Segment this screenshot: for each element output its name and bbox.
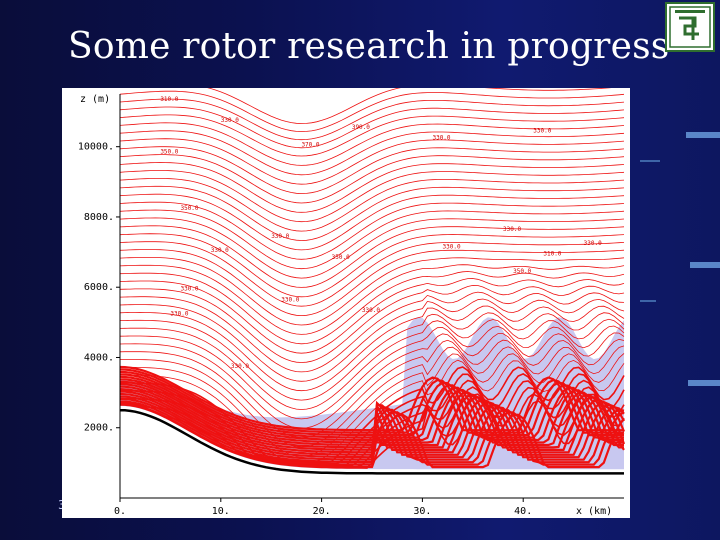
dense-contour-line [119, 370, 624, 437]
contour-label: 370.0 [301, 142, 319, 149]
x-tick-label: 20. [313, 506, 331, 517]
isentrope-line [119, 332, 625, 429]
dense-contour-line [119, 365, 624, 432]
isentrope-line [119, 170, 625, 223]
isentrope-line [119, 312, 625, 401]
isentrope-line [119, 193, 625, 251]
isentrope-line [119, 201, 625, 260]
contour-label: 330.0 [533, 128, 551, 135]
contour-chart: 2000. 4000. 6000. 8000. 10000. 0. 10. 20. 30. 40.… [78, 82, 626, 517]
isentrope-line [119, 338, 625, 439]
isentrope-line [119, 178, 625, 232]
isentrope-line [119, 233, 625, 298]
contour-label: 330.0 [584, 240, 602, 247]
dense-contour-line [119, 390, 626, 456]
contour-label: 310.0 [543, 251, 561, 258]
dense-contour-line [119, 368, 624, 434]
dense-contour-line [119, 373, 624, 439]
y-axis-label: z (m) [80, 94, 110, 105]
dense-contour-line [119, 385, 625, 451]
decor-bar [686, 132, 720, 138]
isentrope-line [119, 162, 625, 213]
contour-label: 350.0 [332, 254, 350, 261]
isentrope-line [119, 138, 625, 185]
dense-contour-line [119, 380, 624, 447]
contour-label: 330.0 [503, 226, 521, 233]
dense-contour-line [119, 375, 624, 442]
isentrope-line [119, 298, 625, 382]
contour-label: 330.0 [281, 296, 299, 303]
isentrope-line [119, 249, 625, 317]
isentrope-line [119, 130, 625, 176]
contour-label: 330.0 [271, 233, 289, 240]
isentrope-line [119, 318, 625, 410]
isentrope-line [119, 345, 625, 448]
isentrope-line [119, 305, 625, 392]
isentrope-line [119, 209, 625, 270]
isentrope-line [119, 241, 625, 307]
y-tick-label: 10000. [78, 142, 114, 153]
dense-contour-line [119, 397, 625, 464]
y-tick-label: 6000. [84, 282, 114, 293]
isentrope-line [119, 257, 625, 326]
dense-contour-line [119, 392, 625, 459]
x-tick-label: 40. [514, 506, 532, 517]
y-tick-label: 2000. [84, 423, 114, 434]
contour-label: 330.0 [211, 247, 229, 254]
x-tick-label: 0. [114, 506, 126, 517]
isentrope-line [119, 284, 625, 363]
contour-label: 350.0 [513, 268, 531, 275]
isentrope-line [119, 225, 625, 288]
isentrope-line [119, 90, 625, 133]
isentrope-line [119, 271, 625, 345]
isentrope-line [119, 264, 625, 335]
isentrope-line [119, 106, 625, 149]
contour-label: 310.0 [160, 96, 178, 103]
y-tick-label: 8000. [84, 212, 114, 223]
x-tick-label: 30. [413, 506, 431, 517]
x-tick-label: 10. [212, 506, 230, 517]
logo-mark-icon [669, 6, 711, 48]
terrain-line [119, 408, 624, 475]
isentrope-line [119, 114, 625, 157]
decor-dash [640, 160, 660, 162]
y-tick-label: 4000. [84, 352, 114, 363]
dense-contour-line [119, 378, 624, 444]
dense-contour-line [119, 388, 626, 454]
contour-label: 330.0 [432, 135, 450, 142]
institution-logo [665, 2, 715, 52]
contour-label: 330.0 [362, 307, 380, 314]
contour-label: 350.0 [180, 205, 198, 212]
isentrope-line [119, 98, 625, 141]
decor-bar [690, 262, 720, 268]
isentrope-line [119, 291, 625, 373]
contour-label: 330.0 [443, 244, 461, 251]
isentrope-line [119, 122, 625, 166]
contour-label: 330.0 [170, 310, 188, 317]
x-axis-label: x (km) [576, 506, 612, 517]
contour-label: 330.0 [180, 286, 198, 293]
slide-title: Some rotor research in progress [68, 26, 670, 67]
contour-figure: 2000. 4000. 6000. 8000. 10000. 0. 10. 20. 30. 40.… [62, 82, 630, 518]
isentrope-line [119, 325, 625, 420]
isentrope-line [119, 146, 625, 195]
dense-contour-line [119, 383, 624, 449]
decor-bar [688, 380, 720, 386]
contour-label: 390.0 [352, 124, 370, 131]
isentrope-line [119, 154, 625, 204]
decor-dash [640, 300, 656, 302]
contour-label: 330.0 [231, 363, 249, 370]
isentrope-line [119, 278, 625, 354]
isentrope-line [119, 185, 625, 241]
contour-label: 330.0 [221, 117, 239, 124]
isentrope-line [120, 359, 625, 462]
dense-contour-line [119, 395, 625, 461]
isentrope-line [119, 217, 625, 279]
contour-label: 350.0 [160, 149, 178, 156]
